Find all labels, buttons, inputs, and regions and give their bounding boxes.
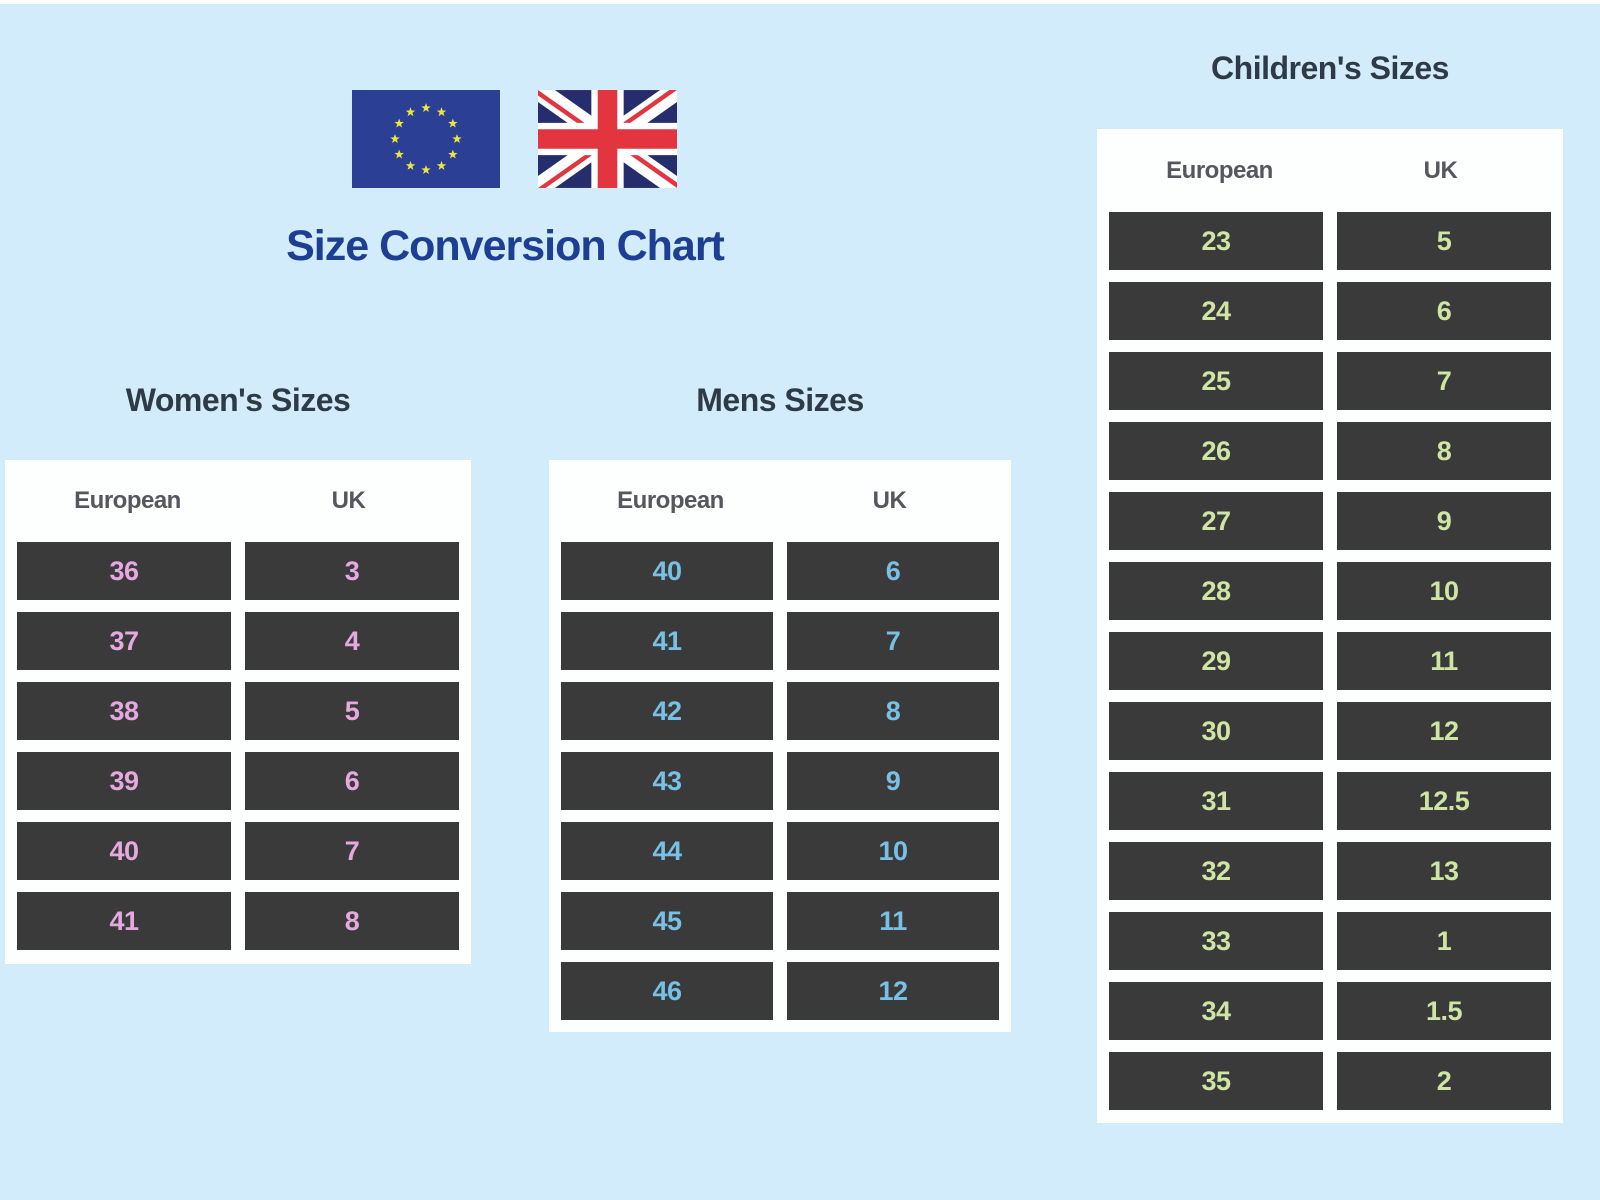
womens-rows: 36 3 37 4 38 5 39 6 40 7 41 8 — [17, 542, 459, 950]
column-header-european: European — [74, 487, 181, 514]
table-cell-uk: 2 — [1337, 1052, 1551, 1110]
flags — [352, 90, 677, 188]
column-header-uk: UK — [872, 487, 907, 514]
table-cell-european: 38 — [17, 682, 231, 740]
mens-sizes-table: European UK 40 6 41 7 42 8 43 9 44 10 45 — [549, 460, 1011, 1032]
table-cell-uk: 8 — [245, 892, 459, 950]
table-cell-uk: 12 — [1337, 702, 1551, 760]
table-cell-uk: 7 — [787, 612, 999, 670]
table-cell-european: 41 — [561, 612, 773, 670]
table-cell-uk: 6 — [1337, 282, 1551, 340]
table-cell-european: 31 — [1109, 772, 1323, 830]
table-cell-european: 36 — [17, 542, 231, 600]
table-cell-uk: 10 — [787, 822, 999, 880]
top-border — [0, 0, 1600, 4]
childrens-column-headers: European UK — [1109, 129, 1551, 212]
table-cell-uk: 13 — [1337, 842, 1551, 900]
table-cell-uk: 1 — [1337, 912, 1551, 970]
childrens-rows: 23 5 24 6 25 7 26 8 27 9 28 10 29 11 30 — [1109, 212, 1551, 1110]
table-cell-european: 23 — [1109, 212, 1323, 270]
childrens-sizes-heading: Children's Sizes — [1211, 50, 1449, 86]
table-cell-european: 39 — [17, 752, 231, 810]
table-cell-european: 34 — [1109, 982, 1323, 1040]
table-cell-european: 24 — [1109, 282, 1323, 340]
eu-flag-icon — [352, 90, 500, 188]
womens-sizes-heading: Women's Sizes — [125, 382, 351, 418]
table-cell-uk: 7 — [245, 822, 459, 880]
table-cell-uk: 12 — [787, 962, 999, 1020]
table-cell-uk: 8 — [787, 682, 999, 740]
table-cell-european: 46 — [561, 962, 773, 1020]
table-cell-european: 35 — [1109, 1052, 1323, 1110]
table-cell-uk: 12.5 — [1337, 772, 1551, 830]
womens-sizes-table: European UK 36 3 37 4 38 5 39 6 40 7 41 … — [5, 460, 471, 964]
uk-flag-icon — [538, 90, 677, 188]
table-cell-uk: 5 — [1337, 212, 1551, 270]
column-header-european: European — [617, 487, 724, 514]
column-header-uk: UK — [1423, 156, 1458, 184]
column-header-uk: UK — [331, 487, 366, 514]
childrens-sizes-table: European UK 23 5 24 6 25 7 26 8 27 9 28 … — [1097, 129, 1563, 1123]
page-title: Size Conversion Chart — [286, 222, 725, 270]
table-cell-uk: 5 — [245, 682, 459, 740]
table-cell-european: 37 — [17, 612, 231, 670]
table-cell-uk: 9 — [1337, 492, 1551, 550]
table-cell-uk: 11 — [1337, 632, 1551, 690]
table-cell-european: 30 — [1109, 702, 1323, 760]
table-cell-european: 32 — [1109, 842, 1323, 900]
table-cell-european: 26 — [1109, 422, 1323, 480]
table-cell-european: 33 — [1109, 912, 1323, 970]
column-header-european: European — [1166, 156, 1273, 184]
table-cell-uk: 9 — [787, 752, 999, 810]
table-cell-uk: 6 — [787, 542, 999, 600]
table-cell-european: 45 — [561, 892, 773, 950]
mens-column-headers: European UK — [561, 460, 999, 542]
table-cell-european: 44 — [561, 822, 773, 880]
table-cell-uk: 3 — [245, 542, 459, 600]
mens-sizes-heading: Mens Sizes — [696, 382, 864, 418]
table-cell-european: 27 — [1109, 492, 1323, 550]
table-cell-european: 41 — [17, 892, 231, 950]
table-cell-uk: 4 — [245, 612, 459, 670]
table-cell-uk: 6 — [245, 752, 459, 810]
table-cell-european: 40 — [17, 822, 231, 880]
table-cell-uk: 7 — [1337, 352, 1551, 410]
table-cell-uk: 8 — [1337, 422, 1551, 480]
mens-rows: 40 6 41 7 42 8 43 9 44 10 45 11 46 12 — [561, 542, 999, 1020]
table-cell-uk: 11 — [787, 892, 999, 950]
womens-column-headers: European UK — [17, 460, 459, 542]
table-cell-uk: 10 — [1337, 562, 1551, 620]
table-cell-european: 42 — [561, 682, 773, 740]
table-cell-european: 40 — [561, 542, 773, 600]
table-cell-european: 25 — [1109, 352, 1323, 410]
table-cell-european: 28 — [1109, 562, 1323, 620]
table-cell-european: 43 — [561, 752, 773, 810]
table-cell-european: 29 — [1109, 632, 1323, 690]
table-cell-uk: 1.5 — [1337, 982, 1551, 1040]
